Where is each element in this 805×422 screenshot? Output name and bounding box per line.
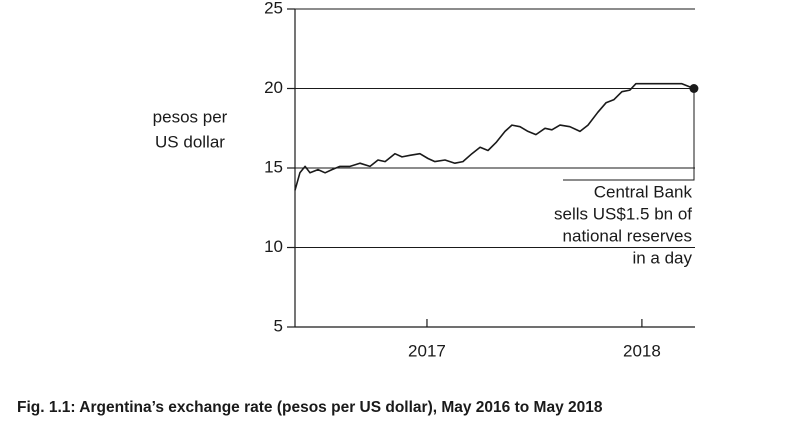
end-marker [689, 84, 699, 93]
annotation: sells US$1.5 bn of [554, 204, 692, 223]
annotation: national reserves [563, 226, 692, 245]
x-tick-label: 2018 [623, 341, 661, 360]
y-tick-label: 25 [264, 0, 283, 17]
y-tick-label: 15 [264, 157, 283, 176]
y-tick-label: 5 [274, 316, 283, 335]
y-axis-label: US dollar [155, 132, 225, 151]
x-tick-label: 2017 [408, 341, 446, 360]
annotation-leader [563, 89, 695, 181]
y-tick-label: 10 [264, 237, 283, 256]
y-tick-label: 20 [264, 78, 283, 97]
y-axis-label: pesos per [153, 107, 228, 126]
annotation: in a day [632, 248, 692, 267]
annotation: Central Bank [594, 182, 693, 201]
chart-title: Fig. 1.1: Argentina’s exchange rate (pes… [17, 399, 603, 416]
line-series [294, 82, 695, 191]
